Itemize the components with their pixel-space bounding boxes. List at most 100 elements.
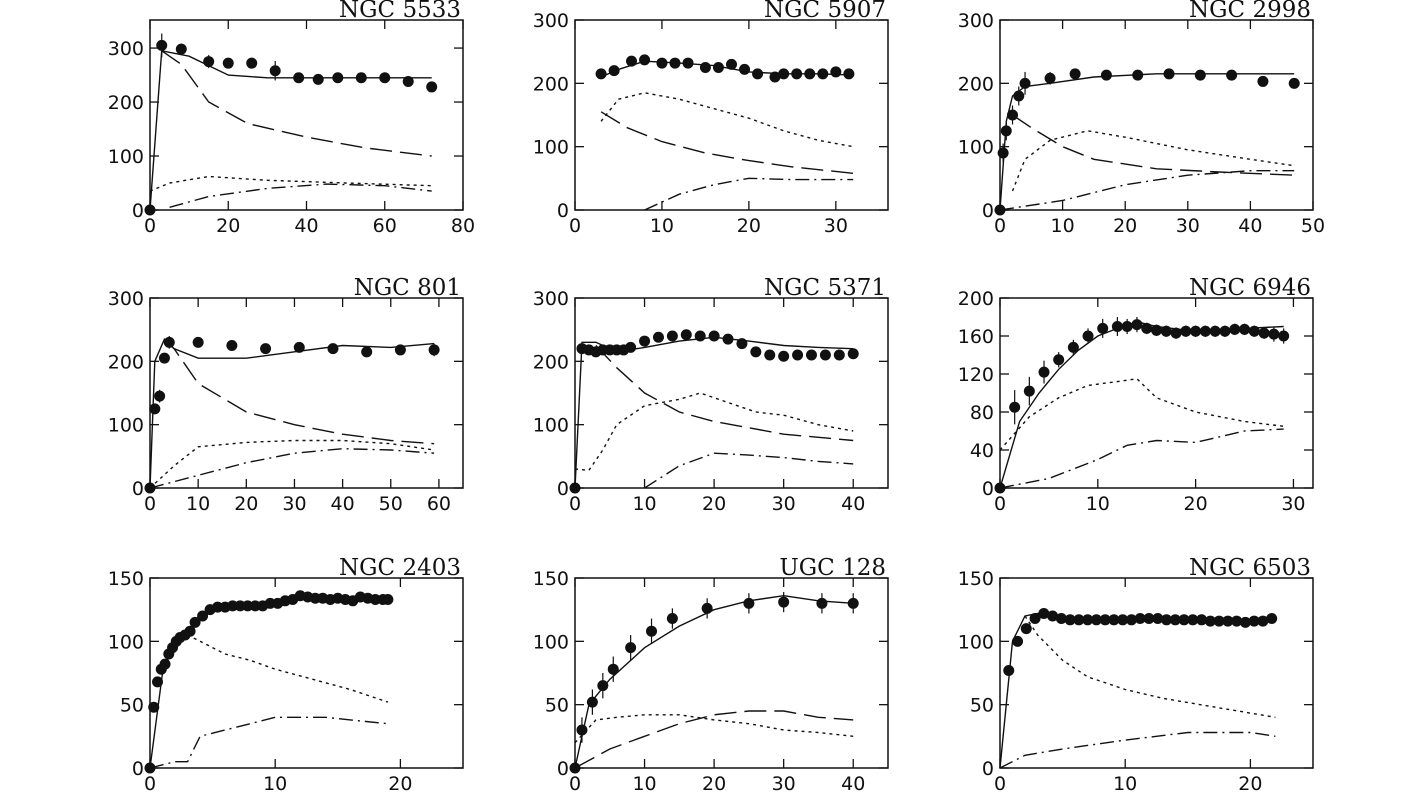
plot-frame bbox=[149, 19, 464, 211]
data-point bbox=[184, 625, 196, 637]
y-tick-label: 0 bbox=[132, 758, 144, 780]
x-tick-label: 20 bbox=[702, 493, 726, 515]
panel-title: UGC 128 bbox=[779, 555, 886, 581]
data-point bbox=[666, 613, 678, 625]
model-curve bbox=[999, 731, 1276, 769]
y-tick-label: 200 bbox=[533, 73, 569, 95]
data-point bbox=[1082, 614, 1094, 626]
x-tick-label: 10 bbox=[1113, 773, 1137, 795]
x-tick-label: 40 bbox=[841, 493, 865, 515]
x-tick-label: 20 bbox=[1238, 773, 1262, 795]
data-point bbox=[428, 344, 440, 356]
panel-title: NGC 2998 bbox=[1189, 0, 1311, 23]
plot-frame bbox=[574, 19, 889, 211]
data-point bbox=[163, 336, 175, 348]
model-curve bbox=[149, 447, 435, 489]
y-tick-label: 0 bbox=[982, 478, 994, 500]
data-point bbox=[1226, 69, 1238, 81]
x-tick-label: 20 bbox=[702, 773, 726, 795]
panel-title: NGC 6946 bbox=[1189, 275, 1311, 301]
y-tick-label: 50 bbox=[120, 695, 144, 717]
panel-title: NGC 2403 bbox=[339, 555, 461, 581]
data-point bbox=[1100, 69, 1112, 81]
data-point bbox=[269, 65, 281, 77]
model-curve bbox=[149, 716, 388, 769]
x-tick-label: 30 bbox=[1176, 215, 1200, 237]
y-tick-label: 80 bbox=[970, 402, 994, 424]
data-point bbox=[1073, 614, 1085, 626]
data-point bbox=[361, 346, 373, 358]
data-point bbox=[260, 343, 272, 355]
x-tick-label: 50 bbox=[1301, 215, 1325, 237]
y-tick-label: 0 bbox=[982, 200, 994, 222]
model-curve bbox=[999, 170, 1295, 211]
x-tick-label: 20 bbox=[216, 215, 240, 237]
model-curve bbox=[574, 392, 854, 472]
y-tick-label: 50 bbox=[545, 695, 569, 717]
data-point bbox=[1064, 614, 1076, 626]
x-tick-label: 0 bbox=[144, 215, 156, 237]
y-tick-label: 0 bbox=[982, 758, 994, 780]
x-tick-label: 10 bbox=[632, 493, 656, 515]
x-tick-label: 30 bbox=[824, 215, 848, 237]
data-point bbox=[1278, 330, 1290, 342]
x-tick-label: 0 bbox=[569, 215, 581, 237]
data-point bbox=[819, 349, 831, 361]
data-point bbox=[843, 68, 855, 80]
y-tick-label: 100 bbox=[533, 415, 569, 437]
data-point bbox=[1257, 75, 1269, 87]
data-point bbox=[833, 349, 845, 361]
model-curve bbox=[999, 612, 1276, 769]
data-point bbox=[1053, 354, 1065, 366]
x-tick-label: 60 bbox=[373, 215, 397, 237]
model-curve bbox=[595, 345, 854, 442]
data-point bbox=[1143, 613, 1155, 625]
panel-title: NGC 5371 bbox=[764, 275, 886, 301]
data-point bbox=[595, 68, 607, 80]
x-tick-label: 10 bbox=[263, 773, 287, 795]
panel-title: NGC 5907 bbox=[764, 0, 886, 23]
data-point bbox=[1248, 615, 1260, 627]
data-point bbox=[778, 350, 790, 362]
data-point bbox=[743, 597, 755, 609]
data-point bbox=[327, 343, 339, 355]
y-tick-label: 300 bbox=[533, 10, 569, 32]
y-tick-label: 100 bbox=[108, 631, 144, 653]
data-point bbox=[1038, 366, 1050, 378]
x-tick-label: 20 bbox=[388, 773, 412, 795]
model-curve bbox=[999, 428, 1284, 489]
data-point bbox=[156, 39, 168, 51]
x-tick-label: 30 bbox=[1281, 493, 1305, 515]
model-curve bbox=[999, 73, 1295, 211]
y-tick-label: 40 bbox=[970, 440, 994, 462]
x-tick-label: 20 bbox=[234, 493, 258, 515]
x-tick-label: 0 bbox=[144, 493, 156, 515]
data-point bbox=[1231, 615, 1243, 627]
data-point bbox=[1131, 319, 1143, 331]
model-curve bbox=[574, 594, 854, 769]
data-point bbox=[1029, 613, 1041, 625]
data-point bbox=[607, 663, 619, 675]
data-point bbox=[625, 642, 637, 654]
data-point bbox=[1044, 72, 1056, 84]
data-point bbox=[769, 71, 781, 83]
data-point bbox=[656, 57, 668, 69]
data-point bbox=[1069, 68, 1081, 80]
data-point bbox=[1209, 325, 1221, 337]
y-tick-label: 200 bbox=[533, 351, 569, 373]
model-curve bbox=[169, 183, 432, 208]
data-point bbox=[1023, 385, 1035, 397]
model-curve bbox=[574, 714, 854, 744]
data-point bbox=[1180, 325, 1192, 337]
x-tick-label: 0 bbox=[994, 493, 1006, 515]
data-point bbox=[699, 62, 711, 73]
data-point bbox=[402, 76, 414, 88]
data-point bbox=[1258, 327, 1270, 339]
x-tick-label: 30 bbox=[772, 773, 796, 795]
model-curve bbox=[644, 452, 854, 489]
x-tick-label: 80 bbox=[451, 215, 475, 237]
data-point bbox=[1082, 330, 1094, 342]
data-point bbox=[639, 335, 651, 347]
data-point bbox=[830, 66, 842, 78]
plot-frame bbox=[149, 297, 464, 489]
